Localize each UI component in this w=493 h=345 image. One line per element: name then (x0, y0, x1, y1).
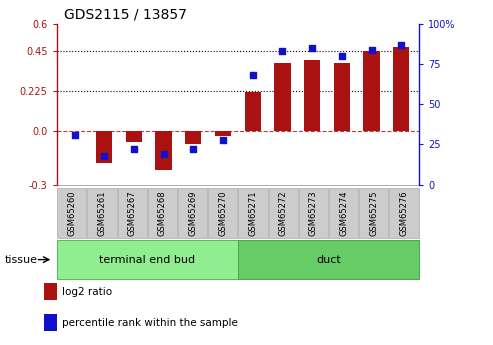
Text: percentile rank within the sample: percentile rank within the sample (62, 318, 238, 327)
Point (70, 132, 78, 138)
Point (249, 73, 257, 78)
Text: duct: duct (316, 255, 341, 265)
Text: GSM65274: GSM65274 (339, 190, 348, 236)
Text: GSM65270: GSM65270 (218, 190, 227, 236)
Text: GSM65273: GSM65273 (309, 190, 318, 236)
Point (100, 153, 108, 158)
Bar (185, 131, 202, 144)
Text: GDS2115 / 13857: GDS2115 / 13857 (64, 8, 187, 22)
Text: terminal end bud: terminal end bud (99, 255, 195, 265)
Bar (126, 131, 142, 142)
Bar (393, 47, 409, 131)
Text: GSM65275: GSM65275 (369, 190, 378, 236)
Text: GSM65269: GSM65269 (188, 190, 197, 236)
Point (368, 47, 376, 52)
Text: GSM65276: GSM65276 (399, 190, 409, 236)
Bar (274, 63, 290, 131)
Bar (334, 63, 350, 131)
Point (130, 147, 138, 152)
Bar (363, 51, 380, 131)
Bar (215, 131, 231, 136)
Point (219, 137, 227, 142)
Point (338, 53, 346, 59)
Text: GSM65260: GSM65260 (67, 190, 76, 236)
Text: log2 ratio: log2 ratio (62, 287, 112, 296)
Bar (96, 131, 112, 163)
Bar (155, 131, 172, 170)
Point (308, 46, 316, 51)
Text: GSM65268: GSM65268 (158, 190, 167, 236)
Point (189, 147, 197, 152)
Bar (304, 60, 320, 131)
Text: GSM65267: GSM65267 (128, 190, 137, 236)
Text: GSM65271: GSM65271 (248, 190, 257, 236)
Point (160, 151, 168, 157)
Point (397, 42, 405, 48)
Point (279, 49, 286, 54)
Text: GSM65272: GSM65272 (279, 190, 288, 236)
Text: GSM65261: GSM65261 (98, 190, 106, 236)
Text: tissue: tissue (5, 255, 38, 265)
Bar (245, 92, 261, 131)
